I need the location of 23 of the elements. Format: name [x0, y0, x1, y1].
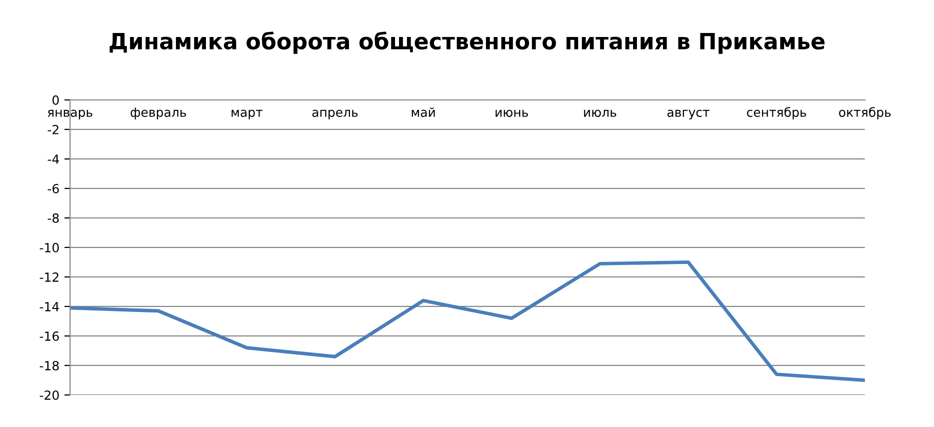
- x-tick-label: октябрь: [839, 107, 891, 120]
- x-tick-label: март: [232, 110, 262, 120]
- y-tick-label: -10: [40, 242, 59, 252]
- y-tick-label: -2: [48, 124, 58, 134]
- x-tick-label: июль: [584, 110, 616, 117]
- y-tick-label: 0: [52, 95, 59, 105]
- x-tick-label: август: [667, 110, 710, 120]
- y-tick-label: -8: [48, 213, 59, 223]
- line-series: [70, 260, 865, 382]
- y-tick-label: -20: [40, 390, 59, 400]
- x-tick-label: июнь: [496, 110, 528, 117]
- x-tick-label: сентябрь: [746, 107, 806, 120]
- y-tick-label: -12: [40, 272, 58, 282]
- x-tick-label: май: [412, 107, 435, 117]
- y-tick-label: -6: [48, 184, 59, 194]
- y-tick-label: -18: [40, 360, 59, 370]
- x-tick-label: февраль: [130, 108, 186, 120]
- y-tick-label: -14: [40, 302, 59, 312]
- y-tick-label: -16: [40, 331, 59, 341]
- x-tick-label: апрель: [312, 110, 358, 120]
- chart-title: Динамика оборота общественного питания в Прикамье: [110, 32, 825, 54]
- x-tick-label: январь: [48, 110, 92, 120]
- y-tick-label: -4: [48, 154, 59, 164]
